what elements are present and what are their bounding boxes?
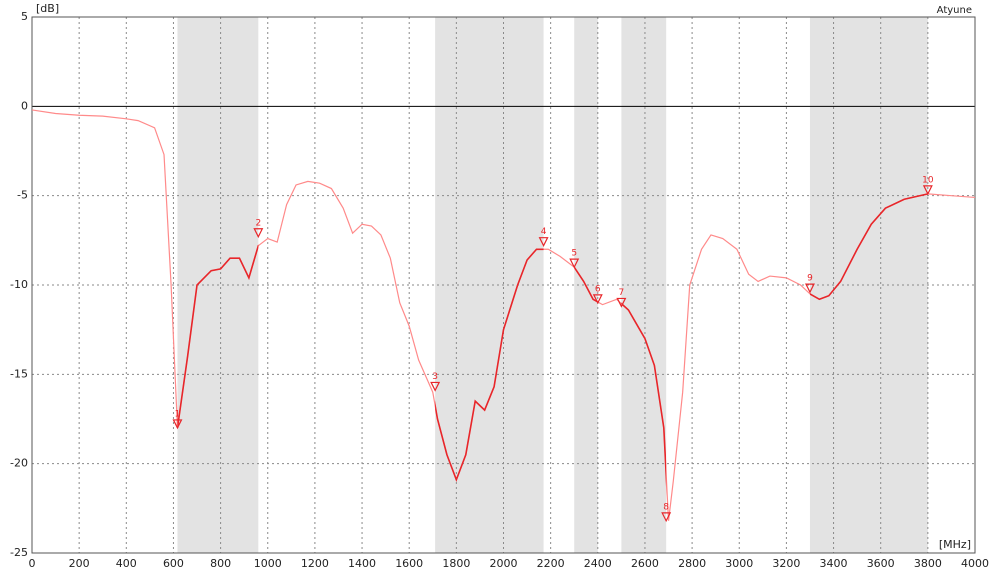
marker — [661, 512, 672, 523]
marker-label: 3 — [432, 372, 438, 382]
marker — [922, 185, 933, 196]
x-tick-label: 2200 — [537, 557, 565, 570]
marker-label: 10 — [922, 175, 934, 185]
x-tick-label: 0 — [29, 557, 36, 570]
y-tick-label: -25 — [10, 546, 28, 559]
x-tick-label: 400 — [116, 557, 137, 570]
x-tick-label: 2000 — [490, 557, 518, 570]
x-tick-label: 2600 — [631, 557, 659, 570]
x-unit-label: [MHz] — [939, 538, 971, 551]
y-unit-label: [dB] — [36, 2, 59, 15]
marker-label: 7 — [619, 288, 625, 298]
corner-label: Atyune — [937, 5, 972, 16]
marker-label: 8 — [663, 502, 669, 512]
marker-label: 5 — [571, 249, 577, 259]
y-tick-label: -20 — [10, 457, 28, 470]
marker — [538, 237, 549, 248]
y-tick-label: 5 — [21, 10, 28, 23]
marker — [616, 297, 627, 308]
marker — [592, 294, 603, 305]
plot-frame — [31, 16, 976, 554]
marker — [569, 258, 580, 269]
x-tick-label: 1200 — [301, 557, 329, 570]
x-tick-label: 4000 — [961, 557, 989, 570]
x-tick-label: 200 — [69, 557, 90, 570]
x-tick-label: 3000 — [725, 557, 753, 570]
marker-label: 9 — [807, 274, 813, 284]
x-tick-label: 2800 — [678, 557, 706, 570]
y-tick-label: -10 — [10, 278, 28, 291]
marker-label: 4 — [541, 227, 547, 237]
x-tick-label: 3200 — [772, 557, 800, 570]
marker-label: 2 — [255, 218, 261, 228]
marker — [430, 381, 441, 392]
x-tick-label: 3800 — [914, 557, 942, 570]
y-tick-label: -15 — [10, 367, 28, 380]
marker-label: 1 — [175, 409, 181, 419]
marker-label: 6 — [595, 284, 601, 294]
y-tick-label: 0 — [21, 99, 28, 112]
x-tick-label: 1800 — [442, 557, 470, 570]
x-tick-label: 1000 — [254, 557, 282, 570]
x-unit-bg — [937, 538, 973, 551]
x-tick-label: 3600 — [867, 557, 895, 570]
x-tick-label: 1600 — [395, 557, 423, 570]
x-tick-label: 600 — [163, 557, 184, 570]
x-tick-label: 1400 — [348, 557, 376, 570]
marker — [253, 228, 264, 239]
y-tick-label: -5 — [17, 189, 28, 202]
x-tick-label: 3400 — [820, 557, 848, 570]
marker — [172, 419, 183, 430]
x-tick-label: 800 — [210, 557, 231, 570]
x-tick-label: 2400 — [584, 557, 612, 570]
marker — [805, 283, 815, 294]
